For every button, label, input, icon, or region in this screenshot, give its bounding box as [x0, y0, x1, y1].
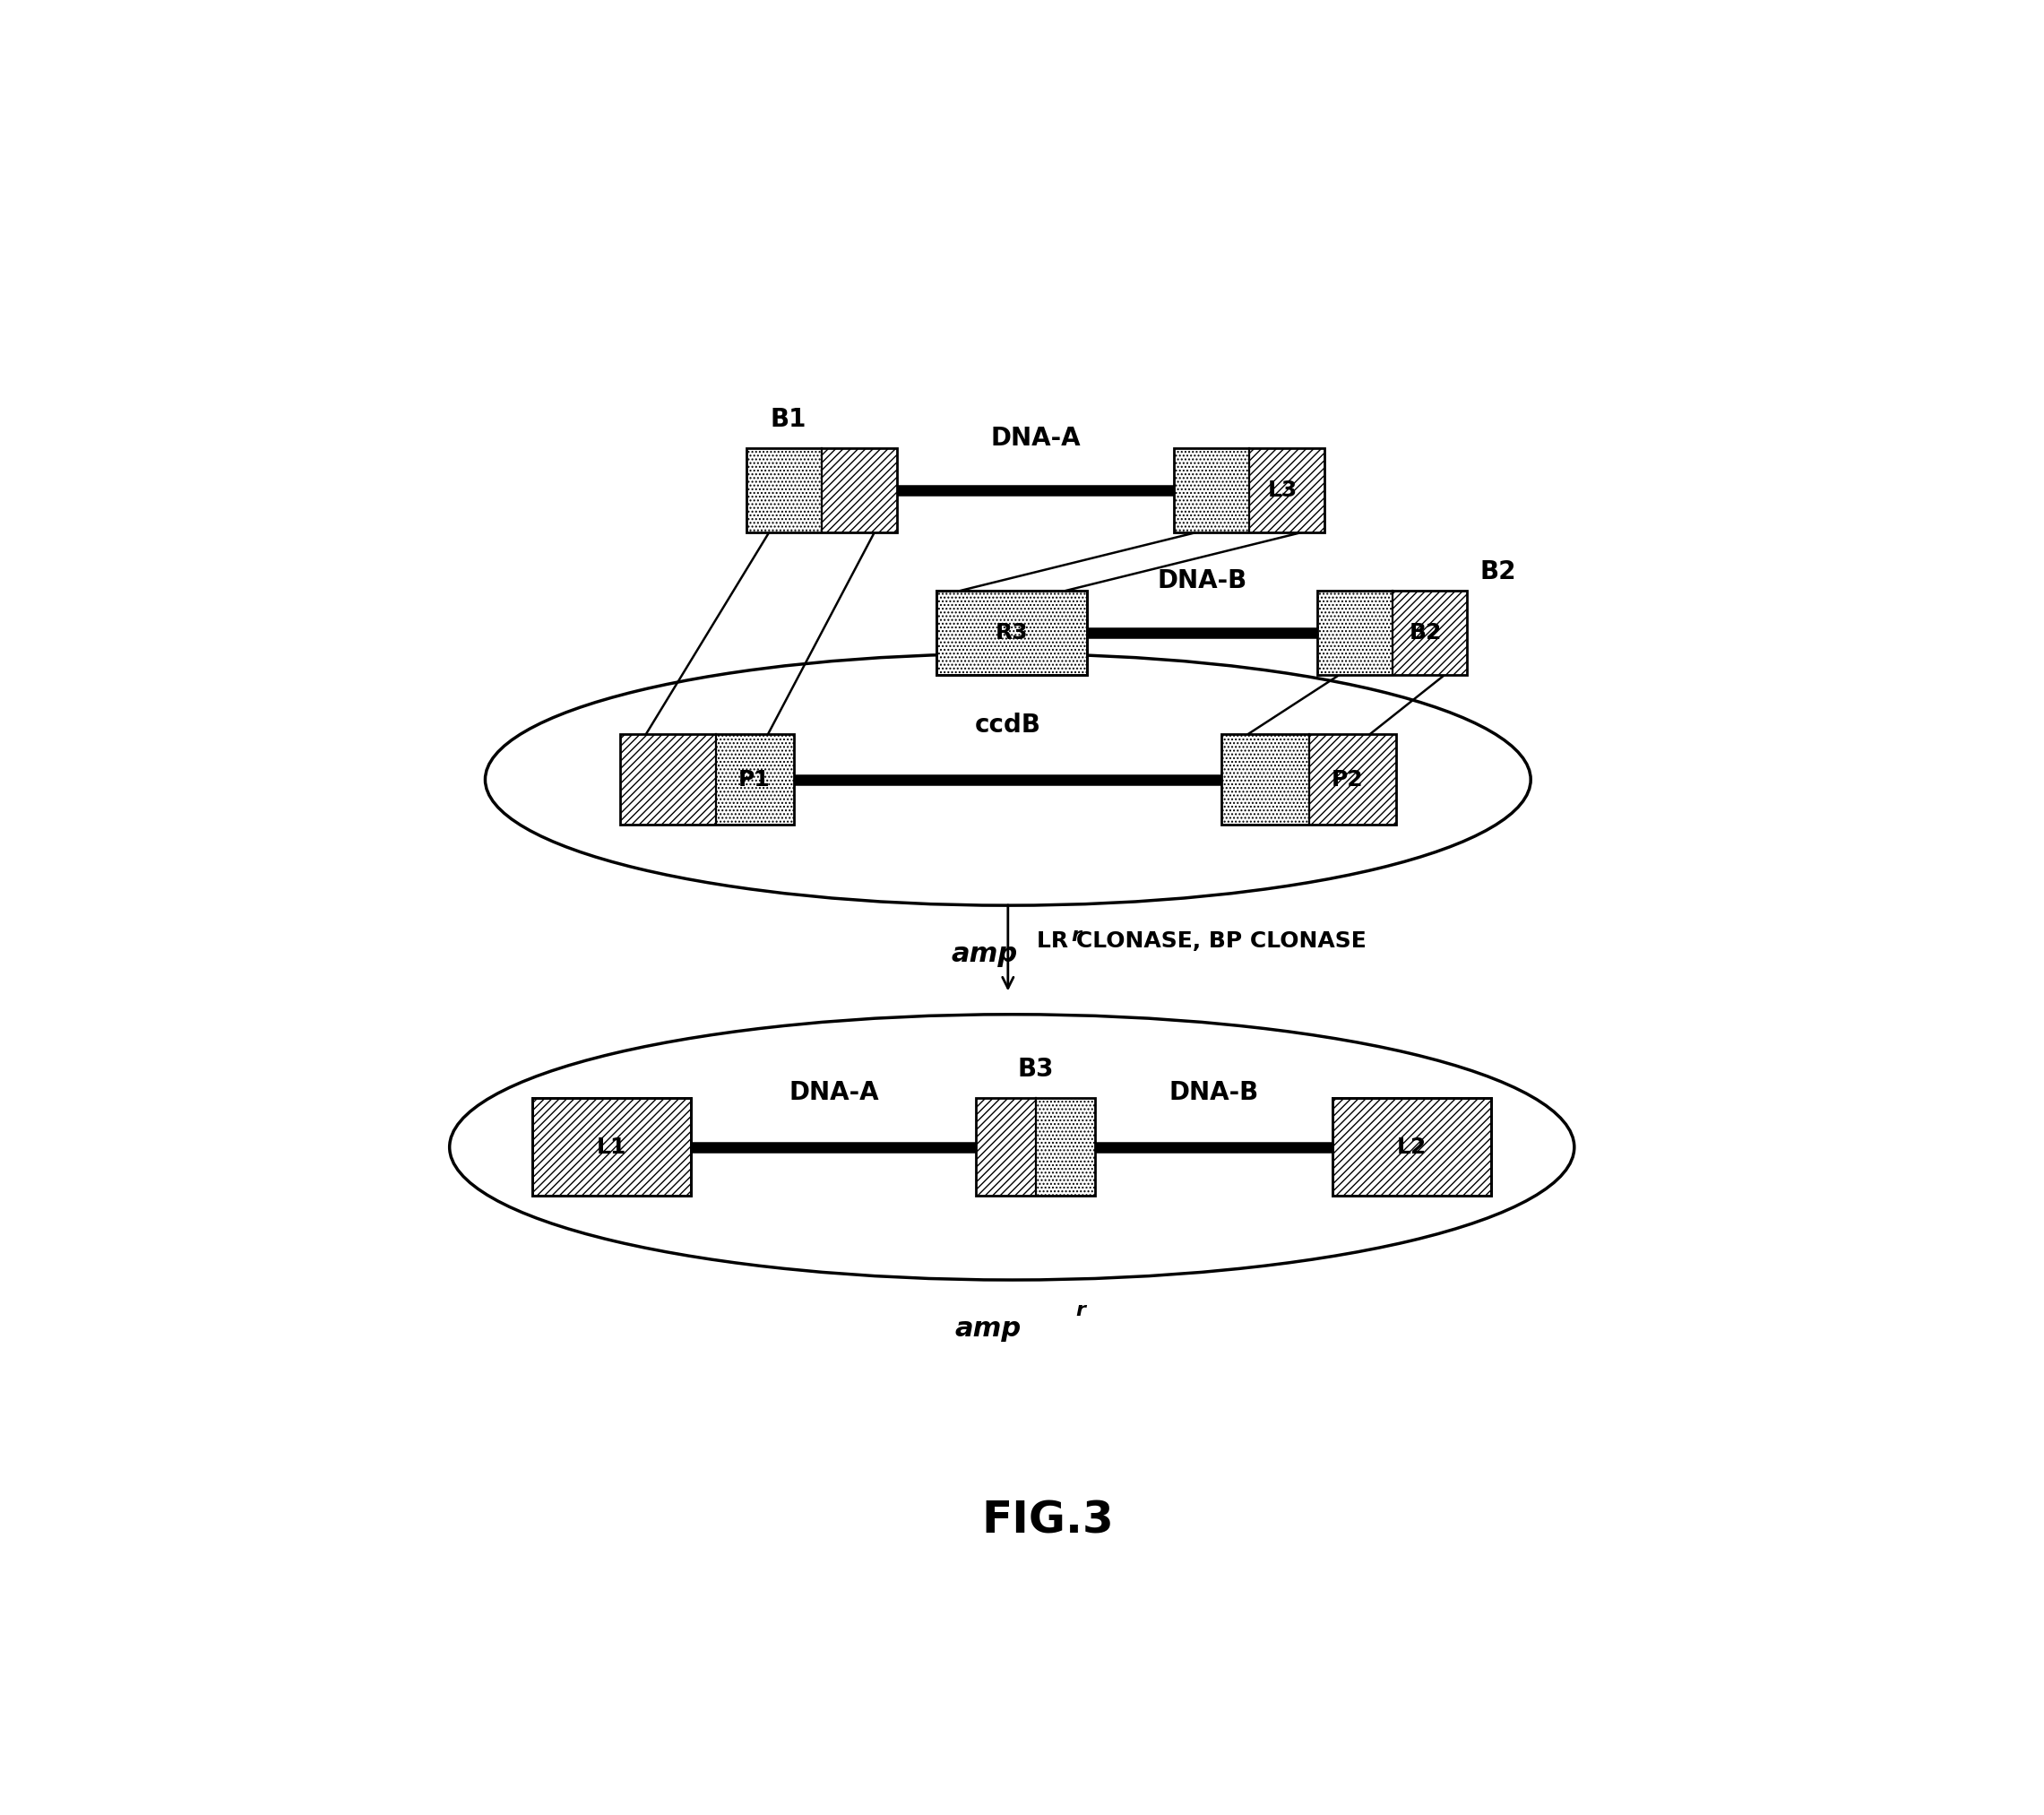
- Bar: [619, 735, 793, 826]
- Text: amp: amp: [955, 1316, 1022, 1341]
- Text: r: r: [1075, 1301, 1085, 1320]
- Text: DNA-B: DNA-B: [1157, 568, 1247, 594]
- Bar: [1222, 735, 1308, 826]
- Text: L2: L2: [1396, 1136, 1427, 1158]
- Bar: [533, 1098, 691, 1196]
- Bar: [1392, 592, 1468, 675]
- Text: DNA-B: DNA-B: [1169, 1080, 1259, 1105]
- Bar: [619, 735, 793, 826]
- Bar: [1333, 1098, 1492, 1196]
- Bar: [936, 592, 1087, 675]
- Bar: [1173, 448, 1249, 532]
- Text: DNA-A: DNA-A: [991, 427, 1081, 452]
- Text: R3: R3: [995, 623, 1028, 644]
- Text: B2: B2: [1480, 559, 1517, 584]
- Bar: [533, 1098, 691, 1196]
- Bar: [1222, 735, 1396, 826]
- Text: B3: B3: [1018, 1056, 1055, 1082]
- Text: LR CLONASE, BP CLONASE: LR CLONASE, BP CLONASE: [1036, 931, 1365, 951]
- Bar: [822, 448, 897, 532]
- Bar: [746, 448, 897, 532]
- Bar: [1036, 1098, 1096, 1196]
- Text: B1: B1: [771, 407, 807, 432]
- Bar: [1316, 592, 1468, 675]
- Text: ccdB: ccdB: [975, 713, 1040, 737]
- Bar: [936, 592, 1087, 675]
- Bar: [977, 1098, 1096, 1196]
- Bar: [977, 1098, 1036, 1196]
- Bar: [746, 448, 897, 532]
- Bar: [619, 735, 715, 826]
- Bar: [1316, 592, 1392, 675]
- Bar: [1173, 448, 1325, 532]
- Bar: [715, 735, 793, 826]
- Text: FIG.3: FIG.3: [981, 1499, 1114, 1541]
- Text: r: r: [1071, 927, 1081, 946]
- Bar: [1173, 448, 1325, 532]
- Text: L1: L1: [597, 1136, 628, 1158]
- Bar: [1316, 592, 1468, 675]
- Text: B2: B2: [1408, 623, 1441, 644]
- Text: P2: P2: [1331, 770, 1363, 790]
- Text: L3: L3: [1267, 479, 1298, 501]
- Bar: [1249, 448, 1325, 532]
- Bar: [977, 1098, 1096, 1196]
- Bar: [1333, 1098, 1492, 1196]
- Text: DNA-A: DNA-A: [789, 1080, 879, 1105]
- Bar: [746, 448, 822, 532]
- Text: amp: amp: [950, 942, 1018, 967]
- Bar: [1222, 735, 1396, 826]
- Text: P1: P1: [738, 770, 771, 790]
- Bar: [1308, 735, 1396, 826]
